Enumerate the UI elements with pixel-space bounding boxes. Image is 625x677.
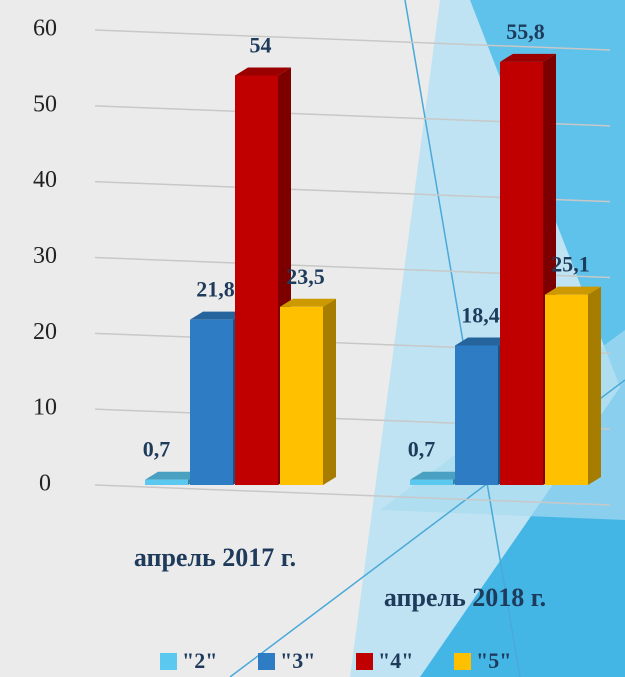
y-tick-label: 0 <box>39 471 51 497</box>
x-tick-label: апрель 2018 г. <box>384 583 546 612</box>
value-label: 54 <box>250 33 272 58</box>
bar <box>235 76 278 486</box>
y-tick-label: 10 <box>33 395 57 421</box>
y-tick-label: 30 <box>33 243 57 269</box>
value-label: 0,7 <box>408 437 436 462</box>
value-label: 21,8 <box>196 277 235 302</box>
x-tick-label: апрель 2017 г. <box>134 543 296 572</box>
value-label: 55,8 <box>506 19 545 44</box>
bar <box>455 345 498 485</box>
value-label: 23,5 <box>286 264 325 289</box>
legend-swatch <box>454 653 471 670</box>
legend-swatch <box>160 653 177 670</box>
chart: 0 10 20 30 40 50 60 апрель 2017 г. 0,7 21,8 54 23,5… <box>0 0 625 677</box>
bar-side <box>323 299 336 485</box>
value-label: 25,1 <box>551 252 590 277</box>
bar <box>545 295 588 485</box>
value-label: 0,7 <box>143 437 171 462</box>
bar <box>190 320 233 485</box>
legend-label: "4" <box>378 648 413 673</box>
bar-side <box>588 287 601 485</box>
value-label: 18,4 <box>461 303 500 328</box>
y-tick-label: 60 <box>33 16 57 42</box>
bar <box>145 480 188 485</box>
legend-label: "3" <box>280 648 315 673</box>
legend-label: "5" <box>476 648 511 673</box>
y-tick-label: 50 <box>33 91 57 117</box>
bar <box>410 480 453 485</box>
bar <box>280 307 323 485</box>
legend-swatch <box>356 653 373 670</box>
bar <box>500 62 543 485</box>
y-tick-label: 20 <box>33 319 57 345</box>
legend-label: "2" <box>182 648 217 673</box>
y-tick-label: 40 <box>33 167 57 193</box>
legend-swatch <box>258 653 275 670</box>
